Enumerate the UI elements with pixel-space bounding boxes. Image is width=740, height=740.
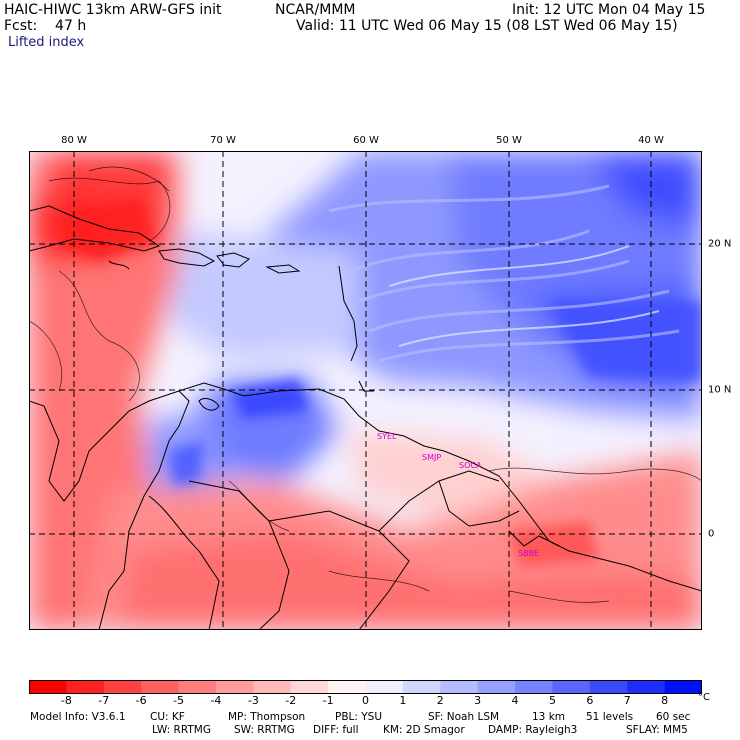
colorbar-tick-label: -6 xyxy=(135,694,147,707)
sflay-scheme: SFLAY: MM5 xyxy=(626,724,688,736)
init-time: Init: 12 UTC Mon 04 May 15 xyxy=(512,2,706,18)
station-sbbe: SBBE xyxy=(518,549,539,558)
colorbar-tick-label: -4 xyxy=(210,694,222,707)
model-info: Model Info: V3.6.1 xyxy=(30,711,126,723)
colorbar-box xyxy=(477,680,516,694)
field-name: Lifted index xyxy=(8,35,85,50)
colorbar-tick-label: -5 xyxy=(173,694,185,707)
colorbar-tick-label: 7 xyxy=(623,694,631,707)
colorbar-unit: °C xyxy=(698,692,710,703)
colorbar-box xyxy=(552,680,591,694)
colorbar-box xyxy=(29,680,67,694)
lw-scheme: LW: RRTMG xyxy=(152,724,211,736)
colorbar-tick-label: 0 xyxy=(362,694,369,707)
colorbar-box xyxy=(66,680,105,694)
mp-scheme: MP: Thompson xyxy=(228,711,306,723)
graticule xyxy=(29,151,702,630)
colorbar-box xyxy=(253,680,292,694)
model-title: HAIC-HIWC 13km ARW-GFS init xyxy=(4,2,222,18)
colorbar-tick-label: 6 xyxy=(586,694,594,707)
lon-label-60w: 60 W xyxy=(353,135,379,146)
pbl-scheme: PBL: YSU xyxy=(335,711,383,723)
station-syel: SYEL xyxy=(377,432,397,441)
colorbar-box xyxy=(664,680,702,694)
resolution: 13 km xyxy=(532,711,566,723)
colorbar-tick-label: -1 xyxy=(322,694,334,707)
colorbar-tick-label: -8 xyxy=(60,694,72,707)
colorbar-box xyxy=(365,680,404,694)
forecast-hour: Fcst: 47 h xyxy=(4,18,87,34)
lat-label-20n: 20 N xyxy=(708,238,732,250)
colorbar-tick-label: 5 xyxy=(548,694,556,707)
colorbar-box xyxy=(515,680,553,694)
colorbar-tick-label: 4 xyxy=(511,694,519,707)
valid-time: Valid: 11 UTC Wed 06 May 15 (08 LST Wed … xyxy=(296,18,678,34)
contours xyxy=(29,166,702,603)
coastlines xyxy=(29,205,702,630)
colorbar-box xyxy=(178,680,217,694)
colorbar-box xyxy=(589,680,628,694)
station-smjp: SMJP xyxy=(422,453,441,462)
colorbar-tick-label: 2 xyxy=(436,694,444,707)
lon-label-80w: 80 W xyxy=(61,135,87,146)
colorbar-box xyxy=(103,680,142,694)
sf-scheme: SF: Noah LSM xyxy=(428,711,500,723)
lon-label-70w: 70 W xyxy=(210,135,236,146)
station-soca: SOCA xyxy=(459,461,482,470)
levels: 51 levels xyxy=(586,711,634,723)
timestep: 60 sec xyxy=(656,711,691,723)
cu-scheme: CU: KF xyxy=(150,711,185,723)
colorbar xyxy=(29,680,702,694)
colorbar-tick-label: 1 xyxy=(399,694,407,707)
colorbar-tick-label: -2 xyxy=(285,694,297,707)
lifted-index-map: SYEL SMJP SOCA SBBE xyxy=(29,151,702,630)
colorbar-box xyxy=(290,680,329,694)
colorbar-tick-label: 8 xyxy=(661,694,669,707)
colorbar-box xyxy=(141,680,180,694)
colorbar-tick-label: 3 xyxy=(474,694,482,707)
colorbar-box xyxy=(627,680,666,694)
colorbar-box xyxy=(402,680,441,694)
colorbar-tick-label: -3 xyxy=(247,694,259,707)
colorbar-box xyxy=(328,680,366,694)
lat-label-0: 0 xyxy=(708,528,715,540)
lon-label-50w: 50 W xyxy=(496,135,522,146)
colorbar-tick-label: -7 xyxy=(98,694,110,707)
colorbar-box xyxy=(215,680,254,694)
damp-option: DAMP: Rayleigh3 xyxy=(488,724,578,736)
map-frame xyxy=(29,151,702,630)
colorbar-box xyxy=(440,680,479,694)
diff-option: DIFF: full xyxy=(313,724,359,736)
sw-scheme: SW: RRTMG xyxy=(234,724,295,736)
km-option: KM: 2D Smagor xyxy=(383,724,465,736)
colorbar-frame xyxy=(29,680,702,694)
org-label: NCAR/MMM xyxy=(275,2,356,18)
lon-label-40w: 40 W xyxy=(638,135,664,146)
lat-label-10n: 10 N xyxy=(708,384,732,396)
